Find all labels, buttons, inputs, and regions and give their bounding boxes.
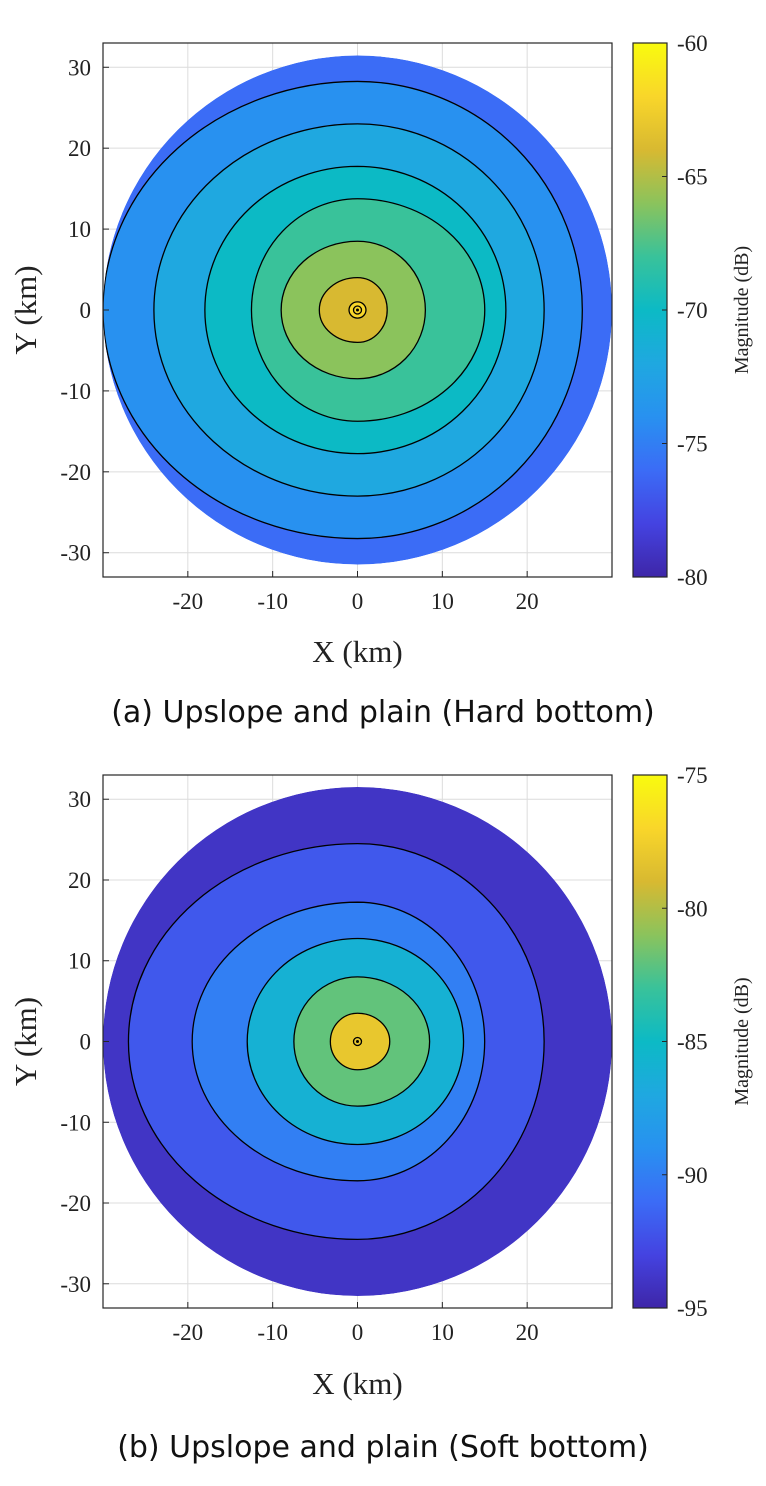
colorbar-tick-label: -80 <box>677 896 708 921</box>
colorbar <box>632 42 668 578</box>
y-tick-label: -20 <box>60 1191 91 1216</box>
y-tick-label: 0 <box>80 1030 92 1055</box>
panel-caption: (b) Upslope and plain (Soft bottom) <box>117 1430 649 1465</box>
colorbar <box>632 774 668 1309</box>
colorbar-tick-label: -90 <box>677 1163 708 1188</box>
colorbar-tick-label: -85 <box>677 1030 708 1055</box>
source-marker-dot <box>356 1040 359 1043</box>
colorbar-tick-label: -65 <box>677 165 708 190</box>
source-marker <box>352 305 363 315</box>
colorbar-tick-label: -75 <box>677 763 708 788</box>
y-tick-label: 20 <box>68 868 91 893</box>
y-tick-label: -30 <box>60 1272 91 1297</box>
x-axis-label: X (km) <box>312 1366 402 1401</box>
x-tick-label: -20 <box>172 589 203 614</box>
y-tick-label: -10 <box>60 1110 91 1135</box>
y-axis-label: Y (km) <box>8 265 43 354</box>
colorbar-tick-label: -75 <box>677 432 708 457</box>
y-tick-label: -30 <box>60 541 91 566</box>
colorbar-label: Magnitude (dB) <box>731 246 753 374</box>
source-marker <box>352 1036 363 1047</box>
colorbar-label: Magnitude (dB) <box>731 977 753 1105</box>
x-tick-label: 10 <box>431 589 454 614</box>
x-axis-label: X (km) <box>312 634 402 669</box>
y-tick-label: 30 <box>68 787 91 812</box>
panel-b-soft-bottom: -20 -10 0 10 20 -30 -20 -10 0 10 20 30 X (km) Y (km) -… <box>8 763 753 1465</box>
x-tick-label: 20 <box>516 589 539 614</box>
x-tick-label: -20 <box>172 1320 203 1345</box>
x-tick-label: 0 <box>352 589 364 614</box>
source-marker-dot <box>356 308 359 312</box>
x-tick-label: -10 <box>257 589 288 614</box>
y-tick-label: -20 <box>60 460 91 485</box>
colorbar-tick-label: -70 <box>677 298 708 323</box>
contour-field <box>103 55 612 565</box>
colorbar-tick-label: -60 <box>677 31 708 56</box>
colorbar-tick-label: -95 <box>677 1296 708 1321</box>
panel-a-hard-bottom: -20 -10 0 10 20 -30 -20 -10 0 10 20 30 X (km) Y (km) -… <box>8 31 753 730</box>
y-tick-label: 10 <box>68 217 91 242</box>
y-tick-label: 0 <box>80 298 92 323</box>
y-tick-label: 10 <box>68 949 91 974</box>
y-tick-label: 20 <box>68 136 91 161</box>
panel-caption: (a) Upslope and plain (Hard bottom) <box>111 695 655 730</box>
x-tick-label: 0 <box>352 1320 364 1345</box>
y-tick-label: 30 <box>68 55 91 80</box>
colorbar-tick-label: -80 <box>677 565 708 590</box>
x-tick-label: -10 <box>257 1320 288 1345</box>
contour-level-78 <box>329 1012 391 1071</box>
x-tick-label: 10 <box>431 1320 454 1345</box>
y-axis-label: Y (km) <box>8 997 43 1086</box>
y-tick-label: -10 <box>60 379 91 404</box>
x-tick-label: 20 <box>516 1320 539 1345</box>
